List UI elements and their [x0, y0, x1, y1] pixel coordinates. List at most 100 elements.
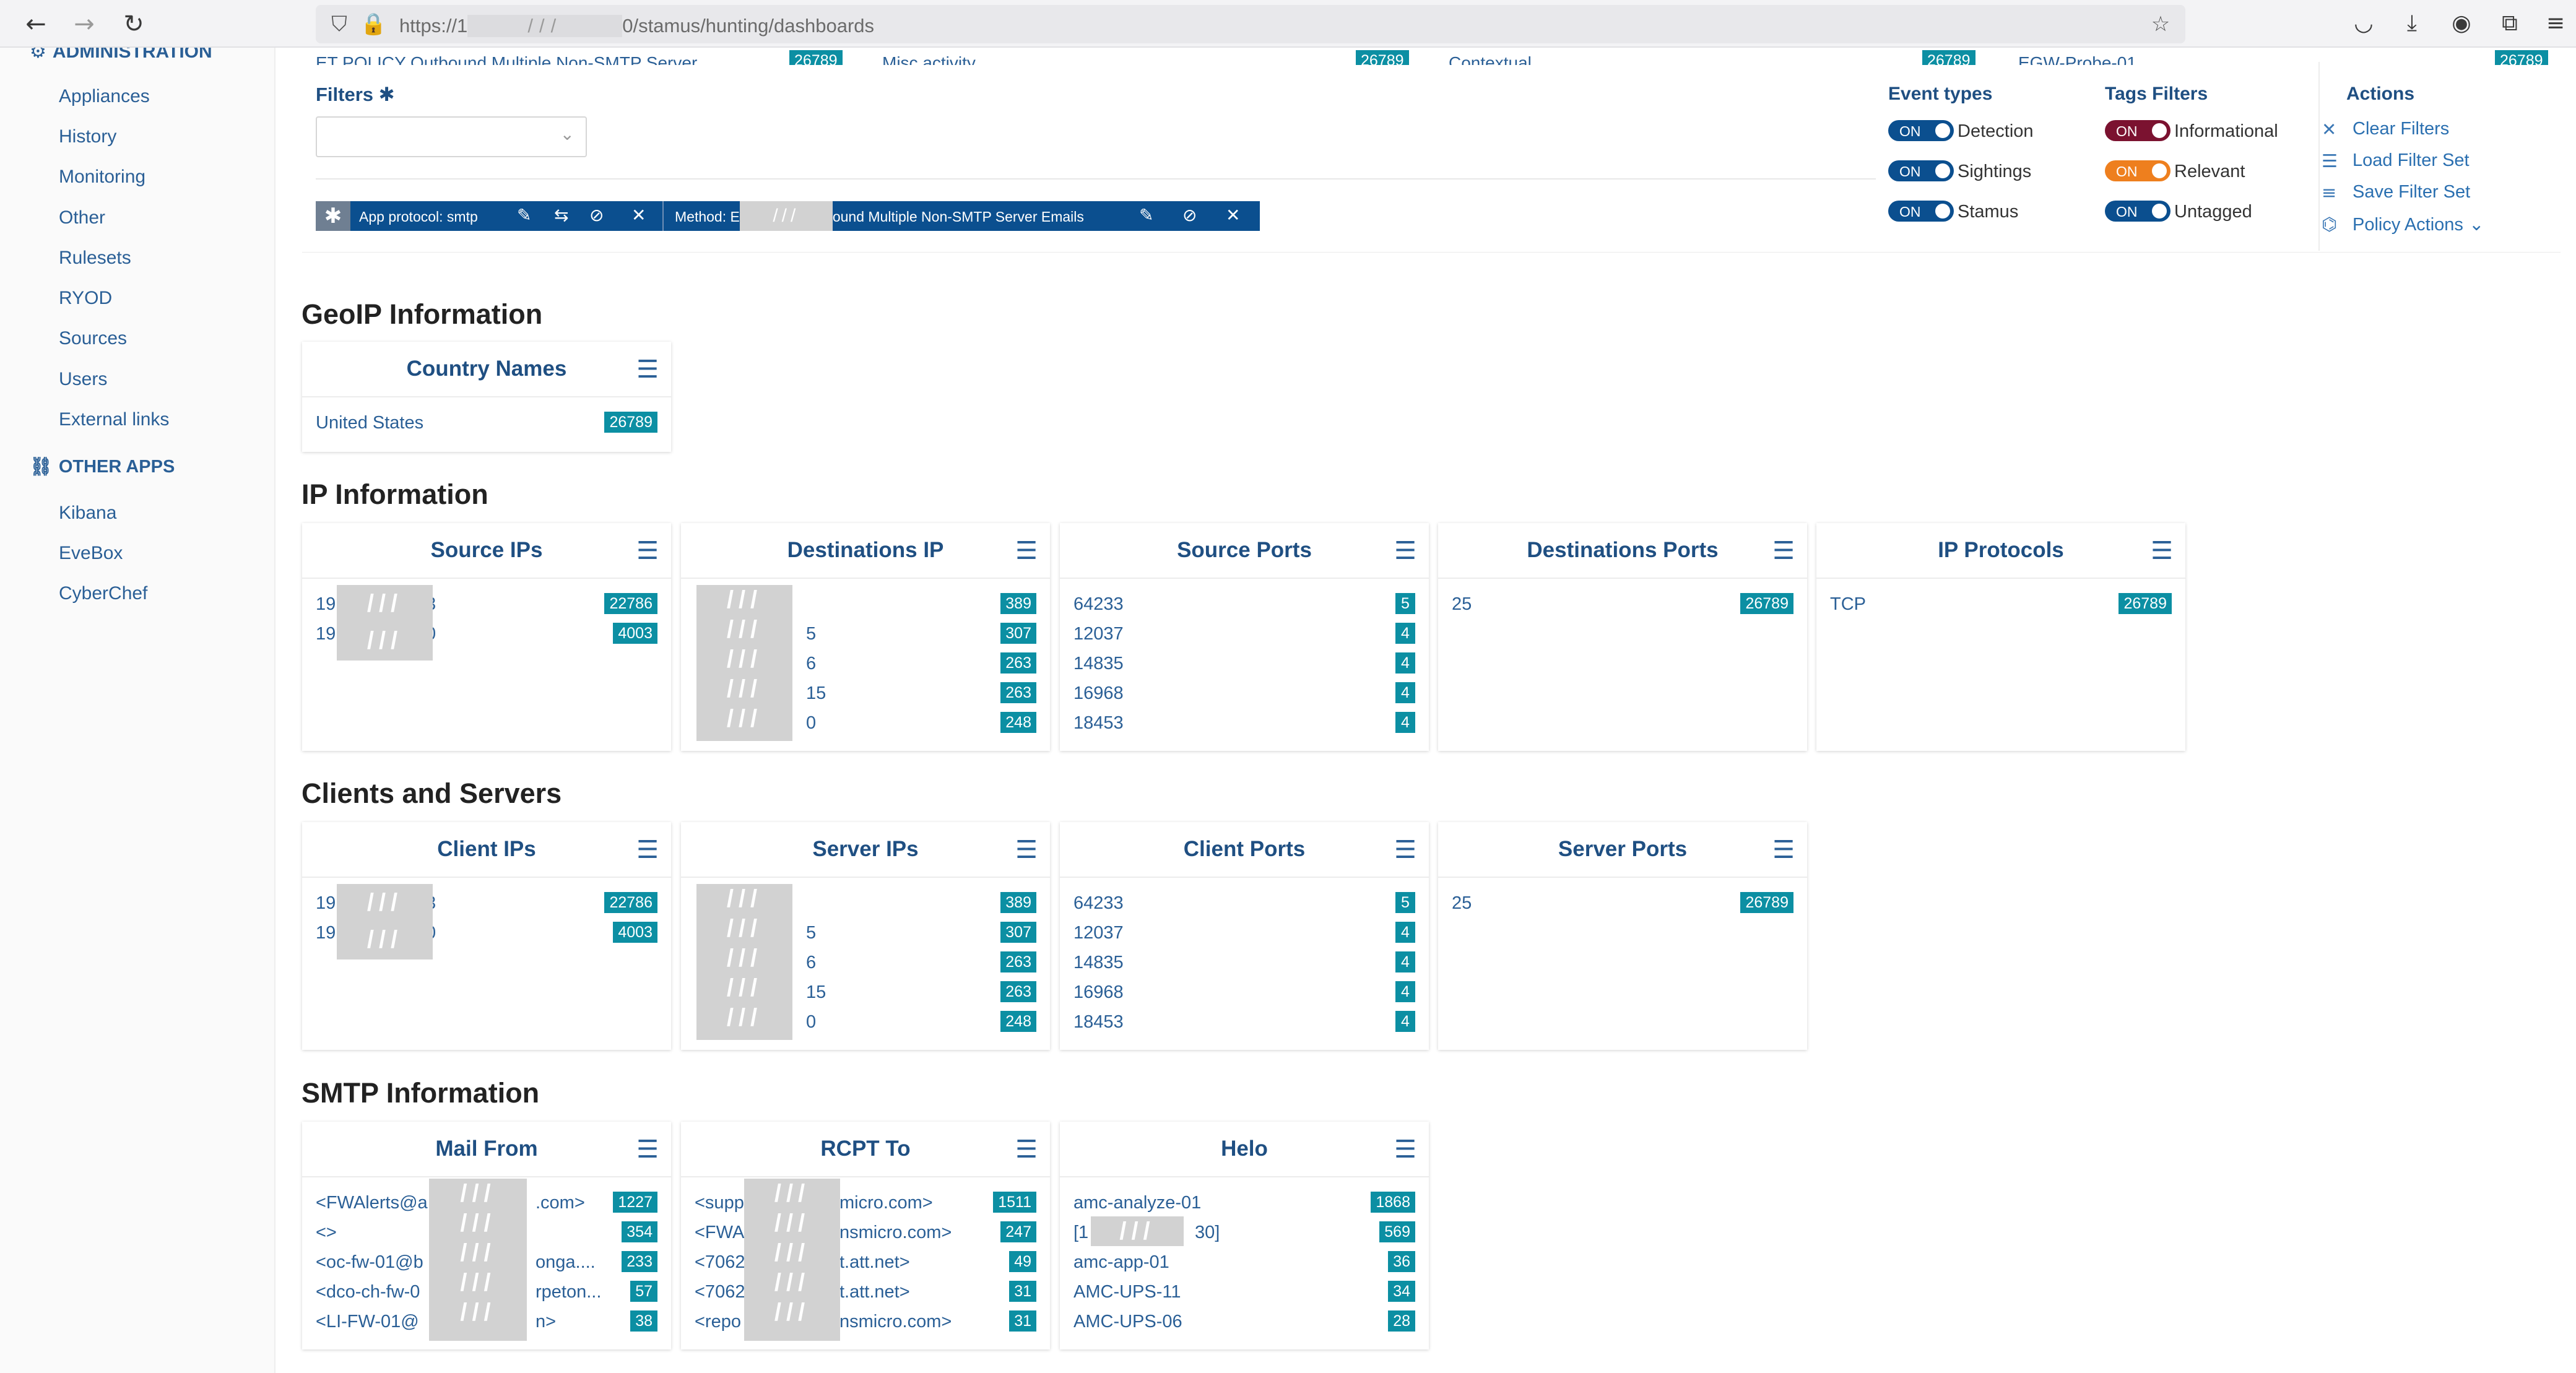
sidebar-item-users[interactable]: Users — [59, 369, 108, 389]
toggle-switch[interactable]: ON — [1888, 201, 1954, 222]
hamburger-menu-icon[interactable]: ☰ — [1772, 836, 1795, 864]
list-item[interactable]: 18453 4 — [1073, 708, 1415, 737]
list-item[interactable]: AMC-UPS-06 28 — [1073, 1306, 1415, 1336]
edit-icon[interactable]: ✎ — [517, 205, 532, 225]
list-item[interactable]: [1 30] 569 — [1073, 1217, 1415, 1247]
hamburger-menu-icon[interactable]: ☰ — [1015, 537, 1038, 565]
sidebar-item-ryod[interactable]: RYOD — [59, 288, 113, 308]
list-item[interactable]: 12037 4 — [1073, 917, 1415, 947]
toggle-switch[interactable]: ON — [2105, 120, 2171, 141]
strip-item-tag[interactable]: Contextual 26789 — [1449, 48, 1981, 65]
lock-icon[interactable]: 🔒 — [360, 12, 387, 37]
account-icon[interactable]: ◉ — [2452, 11, 2471, 36]
edit-icon[interactable]: ✎ — [1139, 205, 1154, 225]
filter-chip-method[interactable]: Method: E///ound Multiple Non-SMTP Serve… — [675, 201, 1084, 231]
list-item[interactable]: 16968 4 — [1073, 977, 1415, 1007]
toggle-switch[interactable]: ON — [2105, 160, 2171, 181]
list-item[interactable]: 5 307 — [695, 618, 1036, 648]
list-item[interactable]: 389 — [695, 589, 1036, 618]
hamburger-menu-icon[interactable]: ☰ — [1394, 537, 1416, 565]
extensions-icon[interactable]: ⧉ — [2502, 11, 2518, 36]
back-icon[interactable]: ← — [25, 10, 46, 38]
swap-icon[interactable]: ⇆ — [554, 205, 569, 225]
list-item[interactable]: <repo nsmicro.com> 31 — [695, 1306, 1036, 1336]
list-item[interactable]: 16968 4 — [1073, 678, 1415, 708]
reload-icon[interactable]: ↻ — [123, 10, 144, 38]
sidebar-item-monitoring[interactable]: Monitoring — [59, 167, 146, 187]
list-item[interactable]: United States 26789 — [316, 407, 657, 437]
hamburger-menu-icon[interactable]: ☰ — [636, 836, 659, 864]
list-item[interactable]: 15 263 — [695, 678, 1036, 708]
list-item[interactable]: amc-analyze-01 1868 — [1073, 1187, 1415, 1217]
strip-item-signature[interactable]: ET POLICY Outbound Multiple Non-SMTP Ser… — [316, 48, 848, 65]
list-item[interactable]: 1904003 — [316, 618, 657, 648]
sidebar-item-appliances[interactable]: Appliances — [59, 86, 150, 106]
pin-icon[interactable]: ✱ — [378, 84, 395, 106]
hamburger-menu-icon[interactable]: ☰ — [1394, 836, 1416, 864]
pocket-icon[interactable]: ◡ — [2354, 11, 2374, 36]
list-item[interactable]: 64233 5 — [1073, 589, 1415, 618]
list-item[interactable]: 25 26789 — [1452, 589, 1793, 618]
url-text[interactable]: https://1///0/stamus/hunting/dashboards — [399, 15, 875, 37]
toggle-switch[interactable]: ON — [1888, 120, 1954, 141]
forward-icon[interactable]: → — [74, 10, 95, 38]
hamburger-menu-icon[interactable]: ☰ — [636, 537, 659, 565]
hamburger-menu-icon[interactable]: ☰ — [636, 1135, 659, 1164]
list-item[interactable]: <> 354 — [316, 1217, 657, 1247]
list-item[interactable]: <7062 t.att.net> 49 — [695, 1247, 1036, 1276]
save-filter-set-action[interactable]: ≡ Save Filter Set — [2322, 182, 2471, 203]
list-item[interactable]: <oc-fw-01@b onga.... 233 — [316, 1247, 657, 1276]
filter-chip-app-protocol[interactable]: App protocol: smtp — [359, 209, 478, 225]
shield-icon[interactable]: ⛉ — [331, 12, 347, 37]
list-item[interactable]: TCP 26789 — [1830, 589, 2172, 618]
list-item[interactable]: 5 307 — [695, 917, 1036, 947]
list-item[interactable]: 25 26789 — [1452, 888, 1793, 917]
strip-item-probe[interactable]: EGW-Probe-01 26789 — [2018, 48, 2557, 65]
list-item[interactable]: <LI-FW-01@ n> 38 — [316, 1306, 657, 1336]
hamburger-menu-icon[interactable]: ☰ — [1772, 537, 1795, 565]
list-item[interactable]: 12037 4 — [1073, 618, 1415, 648]
list-item[interactable]: 6 263 — [695, 648, 1036, 678]
list-item[interactable]: 0 248 — [695, 1007, 1036, 1036]
sidebar-item-evebox[interactable]: EveBox — [59, 543, 123, 563]
list-item[interactable]: <FWA nsmicro.com> 247 — [695, 1217, 1036, 1247]
hamburger-menu-icon[interactable]: ☰ — [636, 355, 659, 384]
filter-select[interactable]: ⌄ — [316, 116, 587, 157]
list-item[interactable]: <supp micro.com> 1511 — [695, 1187, 1036, 1217]
bookmark-star-icon[interactable]: ☆ — [2151, 12, 2171, 37]
sidebar-item-sources[interactable]: Sources — [59, 328, 128, 349]
list-item[interactable]: <FWAlerts@a .com> 1227 — [316, 1187, 657, 1217]
sidebar-item-other[interactable]: Other — [59, 207, 106, 228]
toggle-switch[interactable]: ON — [2105, 201, 2171, 222]
toggle-switch[interactable]: ON — [1888, 160, 1954, 181]
sidebar-item-history[interactable]: History — [59, 126, 117, 147]
sidebar-item-external-links[interactable]: External links — [59, 409, 170, 430]
list-item[interactable]: 6 263 — [695, 947, 1036, 977]
download-icon[interactable]: ⤓ — [2407, 11, 2417, 36]
list-item[interactable]: 18453 4 — [1073, 1007, 1415, 1036]
ban-icon[interactable]: ⊘ — [589, 205, 604, 225]
sidebar-item-rulesets[interactable]: Rulesets — [59, 248, 131, 268]
address-bar[interactable]: ⛉ 🔒 https://1///0/stamus/hunting/dashboa… — [316, 5, 2185, 43]
close-icon[interactable]: ✕ — [1226, 205, 1241, 225]
list-item[interactable]: amc-app-01 36 — [1073, 1247, 1415, 1276]
hamburger-menu-icon[interactable]: ☰ — [1015, 836, 1038, 864]
list-item[interactable]: 64233 5 — [1073, 888, 1415, 917]
list-item[interactable]: 15 263 — [695, 977, 1036, 1007]
menu-icon[interactable]: ≡ — [2546, 11, 2565, 36]
list-item[interactable]: <7062 t.att.net> 31 — [695, 1276, 1036, 1306]
hamburger-menu-icon[interactable]: ☰ — [1394, 1135, 1416, 1164]
sidebar-item-cyberchef[interactable]: CyberChef — [59, 583, 148, 604]
policy-actions-dropdown[interactable]: ⌬ Policy Actions ⌄ — [2322, 214, 2484, 235]
load-filter-set-action[interactable]: ☰ Load Filter Set — [2322, 150, 2470, 171]
list-item[interactable]: 14835 4 — [1073, 947, 1415, 977]
asterisk-icon[interactable]: ✱ — [316, 201, 350, 231]
strip-item-category[interactable]: Misc activity 26789 — [882, 48, 1415, 65]
ban-icon[interactable]: ⊘ — [1182, 205, 1197, 225]
list-item[interactable]: AMC-UPS-11 34 — [1073, 1276, 1415, 1306]
close-icon[interactable]: ✕ — [631, 205, 646, 225]
list-item[interactable]: 389 — [695, 888, 1036, 917]
list-item[interactable]: 19322786 — [316, 589, 657, 618]
clear-filters-action[interactable]: ✕ Clear Filters — [2322, 119, 2450, 140]
list-item[interactable]: 14835 4 — [1073, 648, 1415, 678]
